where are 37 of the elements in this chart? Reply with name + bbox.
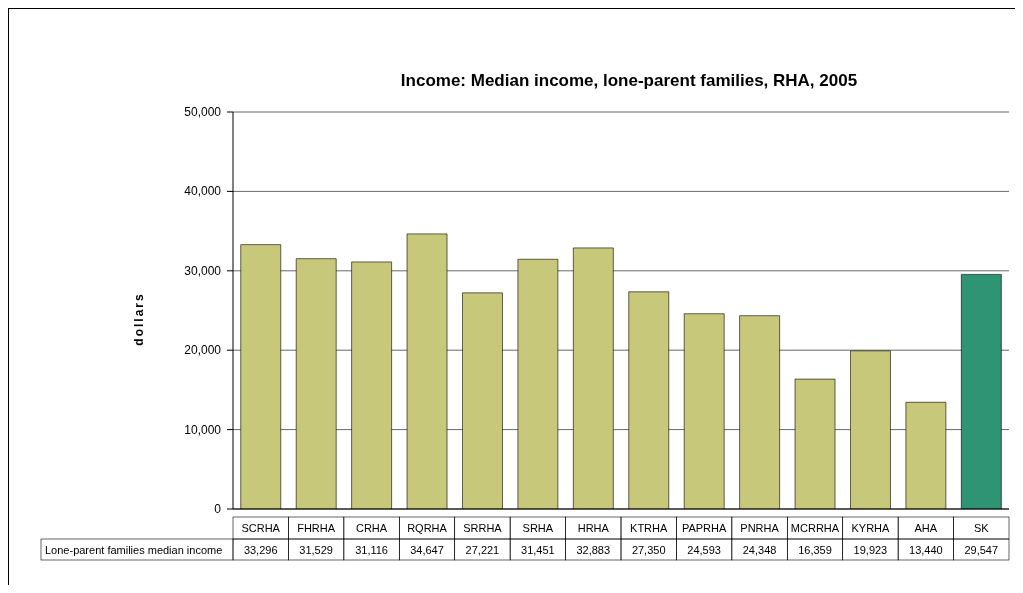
x-tick-label: SK [973, 522, 990, 534]
data-label: 31,451 [521, 544, 555, 556]
data-label: 16,359 [798, 544, 832, 556]
data-label: 27,350 [631, 544, 666, 556]
x-tick-label: KTRHA [630, 522, 669, 534]
data-label: 29,547 [964, 544, 999, 556]
data-label: 32,883 [576, 544, 611, 556]
data-label: 33,296 [243, 544, 278, 556]
data-label: 34,647 [410, 544, 444, 556]
x-tick-label: MCRRHA [790, 522, 840, 534]
data-label: 31,529 [299, 544, 333, 556]
y-tick-label: 20,000 [184, 343, 222, 358]
x-tick-label: PNRHA [740, 522, 780, 534]
x-tick-label: FHRHA [297, 522, 336, 534]
x-tick-label: AHA [914, 522, 938, 534]
y-tick-label: 0 [214, 502, 222, 516]
x-tick-label: SCRHA [241, 522, 281, 534]
chart-title: Income: Median income, lone-parent families, RHA, 2005 [399, 71, 859, 91]
data-label: 27,221 [465, 544, 500, 556]
x-tick-label: HRHA [577, 522, 610, 534]
y-tick-label: 10,000 [184, 422, 222, 437]
data-label: 19,923 [853, 544, 888, 556]
x-tick-label: SRHA [522, 522, 554, 534]
x-tick-label: CRHA [355, 522, 388, 534]
x-tick-label: SRRHA [463, 522, 503, 534]
y-tick-label: 50,000 [184, 105, 222, 119]
y-axis-title: dollars [132, 292, 146, 346]
data-label: 24,348 [742, 544, 777, 556]
data-label: 24,593 [687, 544, 721, 556]
x-tick-label: KYRHA [851, 522, 891, 534]
data-label: 31,116 [355, 544, 388, 556]
x-tick-label: RQRHA [407, 522, 448, 534]
text: Lone-parent families median income [45, 544, 223, 556]
y-tick-label: 30,000 [184, 263, 222, 278]
data-label: 13,440 [909, 544, 943, 556]
y-tick-label: 40,000 [184, 184, 222, 199]
x-tick-label: PAPRHA [681, 522, 728, 534]
